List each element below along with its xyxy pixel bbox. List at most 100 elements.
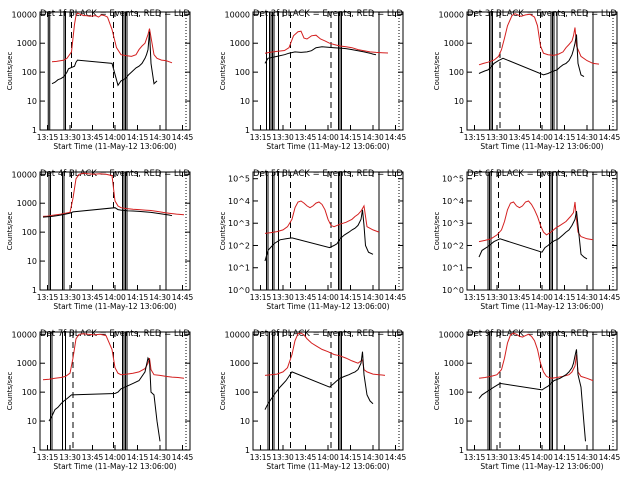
y-tick-label: 10	[27, 417, 37, 426]
x-tick-label: 14:15	[127, 133, 149, 142]
x-tick-label: 14:30	[576, 133, 598, 142]
x-tick-label: 13:30	[486, 293, 508, 302]
y-tick-label: 10^5	[228, 175, 250, 184]
x-tick-label: 13:15	[37, 293, 59, 302]
y-tick-label: 10000	[12, 330, 37, 339]
lld-series-line	[478, 13, 600, 66]
x-tick-label: 13:30	[486, 453, 508, 462]
panel-det-8: Det 8f BLACK = Events, RED = LLDCounts/s…	[219, 329, 407, 471]
x-tick-label: 13:15	[464, 453, 486, 462]
lld-series-line	[42, 172, 185, 217]
y-tick-label: 10	[27, 257, 37, 266]
x-axis-label: Start Time (11-May-12 13:06:00)	[266, 462, 389, 471]
events-series-line	[48, 356, 161, 442]
y-axis-label: Counts/sec	[219, 212, 227, 251]
y-tick-label: 1000	[444, 39, 464, 48]
plot-frame	[39, 11, 191, 131]
y-tick-label: 1000	[17, 359, 37, 368]
x-axis-label: Start Time (11-May-12 13:06:00)	[53, 142, 176, 151]
x-tick-label: 14:00	[104, 133, 126, 142]
y-tick-label: 10	[240, 417, 250, 426]
y-tick-label: 10000	[439, 330, 464, 339]
x-axis-label: Start Time (11-May-12 13:06:00)	[480, 462, 603, 471]
x-tick-label: 14:45	[385, 453, 407, 462]
lld-series-line	[264, 30, 389, 54]
panel-det-2: Det 2f BLACK = Events, RED = LLDCounts/s…	[219, 9, 407, 151]
x-tick-label: 13:45	[509, 293, 531, 302]
panel-det-5: Det 5f BLACK = Events, RED = LLDCounts/s…	[219, 169, 407, 311]
y-tick-label: 10000	[225, 10, 250, 19]
x-tick-label: 14:30	[576, 453, 598, 462]
x-tick-label: 13:45	[82, 293, 104, 302]
plot-frame	[252, 171, 404, 291]
y-tick-label: 100	[449, 68, 464, 77]
y-axis-label: Counts/sec	[433, 372, 441, 411]
plot-frame	[252, 331, 404, 451]
x-tick-label: 13:45	[295, 293, 317, 302]
x-tick-label: 14:00	[531, 293, 553, 302]
x-tick-label: 13:30	[272, 133, 294, 142]
y-tick-label: 1	[245, 446, 250, 455]
x-tick-label: 14:15	[554, 453, 576, 462]
x-axis-label: Start Time (11-May-12 13:06:00)	[480, 142, 603, 151]
events-series-line	[51, 31, 158, 87]
x-tick-label: 14:45	[172, 133, 194, 142]
y-tick-label: 100	[22, 388, 37, 397]
y-tick-label: 10^5	[442, 175, 464, 184]
y-axis-label: Counts/sec	[6, 52, 14, 91]
y-tick-label: 10000	[12, 10, 37, 19]
x-tick-label: 13:15	[250, 293, 272, 302]
x-tick-label: 14:30	[149, 133, 171, 142]
x-tick-label: 14:00	[317, 133, 339, 142]
y-tick-label: 10000	[439, 10, 464, 19]
x-tick-label: 14:15	[554, 133, 576, 142]
x-tick-label: 13:15	[250, 453, 272, 462]
x-tick-label: 13:45	[509, 453, 531, 462]
x-axis-label: Start Time (11-May-12 13:06:00)	[266, 302, 389, 311]
y-axis-label: Counts/sec	[6, 372, 14, 411]
x-tick-label: 14:00	[531, 453, 553, 462]
y-tick-label: 10^3	[228, 219, 250, 228]
x-axis-label: Start Time (11-May-12 13:06:00)	[266, 142, 389, 151]
x-tick-label: 14:30	[362, 453, 384, 462]
lld-series-line	[264, 332, 386, 376]
y-tick-label: 100	[449, 388, 464, 397]
x-tick-label: 14:45	[385, 293, 407, 302]
x-tick-label: 14:30	[576, 293, 598, 302]
x-tick-label: 13:15	[464, 133, 486, 142]
events-series-line	[264, 209, 374, 262]
y-tick-label: 10^0	[228, 286, 250, 295]
y-tick-label: 10	[27, 97, 37, 106]
x-tick-label: 13:30	[272, 293, 294, 302]
y-tick-label: 100	[22, 68, 37, 77]
x-tick-label: 13:45	[509, 133, 531, 142]
panel-det-1: Det 1f BLACK = Events, RED = LLDCounts/s…	[6, 9, 194, 151]
x-tick-label: 14:15	[554, 293, 576, 302]
lld-series-line	[264, 200, 380, 234]
y-tick-label: 1	[459, 126, 464, 135]
events-series-line	[478, 349, 586, 442]
y-tick-label: 1	[32, 126, 37, 135]
x-tick-label: 13:30	[59, 453, 81, 462]
x-tick-label: 14:45	[385, 133, 407, 142]
x-tick-label: 14:45	[599, 453, 621, 462]
y-tick-label: 10	[454, 417, 464, 426]
x-tick-label: 13:45	[295, 133, 317, 142]
panel-det-9: Det 9f BLACK = Events, RED = LLDCounts/s…	[433, 329, 621, 471]
y-axis-label: Counts/sec	[219, 372, 227, 411]
x-tick-label: 13:30	[59, 133, 81, 142]
x-tick-label: 14:00	[317, 293, 339, 302]
panel-det-4: Det 4f BLACK = Events, RED = LLDCounts/s…	[6, 169, 194, 311]
y-tick-label: 100	[235, 388, 250, 397]
y-tick-label: 1	[32, 446, 37, 455]
x-tick-label: 13:15	[37, 453, 59, 462]
x-tick-label: 14:00	[531, 133, 553, 142]
y-tick-label: 10^0	[442, 286, 464, 295]
events-series-line	[42, 207, 173, 218]
x-tick-label: 14:00	[104, 293, 126, 302]
x-tick-label: 14:15	[340, 293, 362, 302]
x-tick-label: 14:45	[599, 133, 621, 142]
y-tick-label: 1000	[444, 359, 464, 368]
y-tick-label: 10^4	[228, 197, 250, 206]
y-axis-label: Counts/sec	[6, 212, 14, 251]
